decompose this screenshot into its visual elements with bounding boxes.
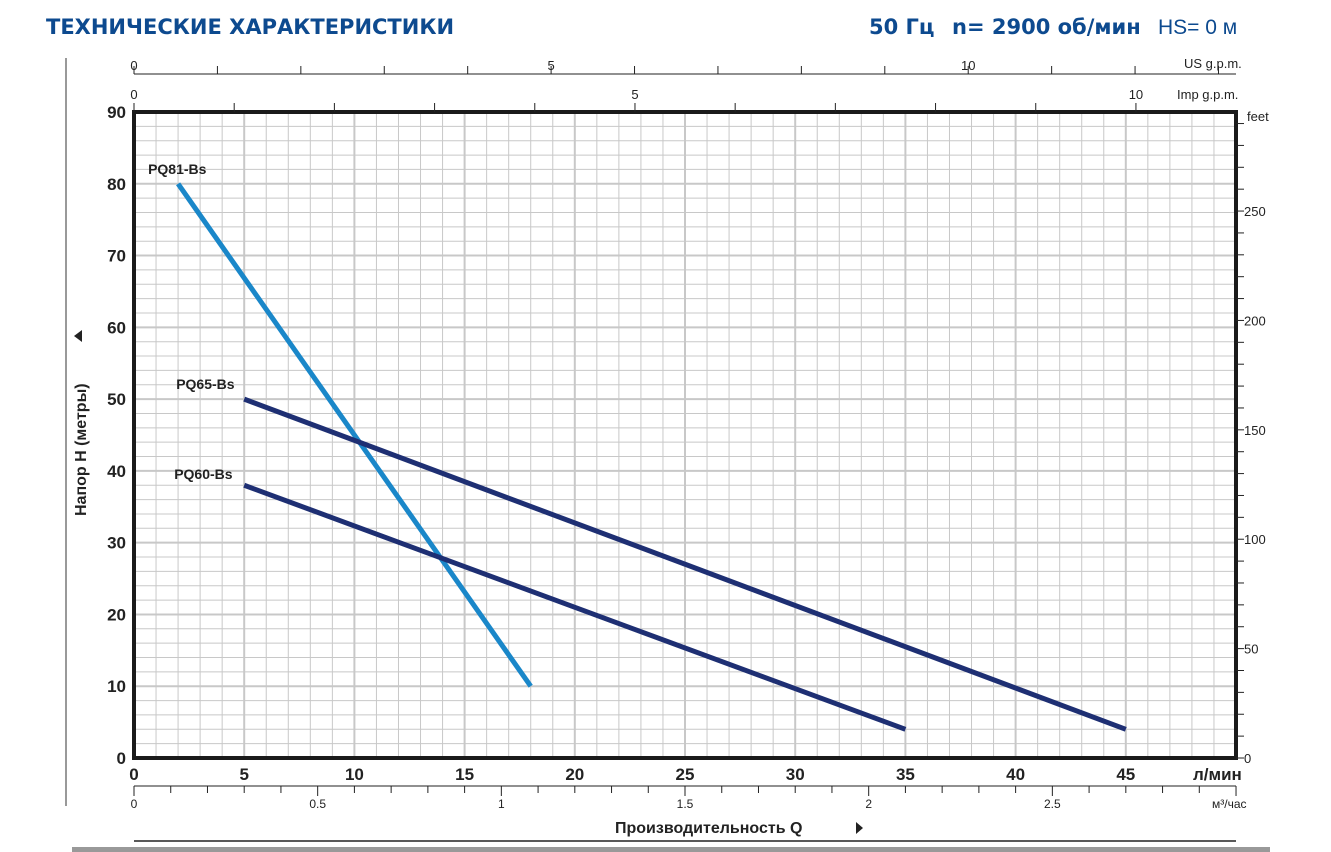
x-tick-label: 20 (565, 765, 584, 784)
x-tick-label: 30 (786, 765, 805, 784)
y-tick-label: 10 (107, 677, 126, 696)
arrow-right-icon (856, 822, 863, 834)
y-axis-title: Напор H (метры) (73, 383, 90, 516)
m3h-tick-label: 1 (498, 797, 505, 811)
feet-tick-label: 200 (1244, 313, 1266, 328)
y-tick-label: 80 (107, 175, 126, 194)
footer-bar (72, 847, 1270, 852)
plot-frame (132, 110, 1238, 760)
x-tick-label: 40 (1006, 765, 1025, 784)
x-tick-label: 35 (896, 765, 915, 784)
m3h-tick-label: 1.5 (677, 797, 694, 811)
y-tick-label: 0 (117, 749, 126, 768)
series-label: PQ65-Bs (176, 376, 235, 392)
x-tick-label: 25 (676, 765, 695, 784)
x-axis-title: Производительность Q (615, 820, 802, 837)
speed: n= 2900 об/мин (952, 15, 1141, 39)
x-tick-label: 10 (345, 765, 364, 784)
series-line-pq81-bs (176, 182, 533, 688)
series-lines: PQ81-Bs PQ65-Bs PQ60-Bs (148, 161, 1127, 732)
x-tick-label: 45 (1116, 765, 1135, 784)
y-tick-label: 50 (107, 390, 126, 409)
m3h-tick-label: 2 (865, 797, 872, 811)
us-gpm-tick-label: 10 (961, 58, 975, 73)
m3h-label: м³/час (1212, 797, 1247, 811)
m3h-tick-label: 0 (131, 797, 138, 811)
series-label: PQ81-Bs (148, 161, 207, 177)
y-tick-label: 30 (107, 534, 126, 553)
arrow-up-icon (74, 330, 82, 342)
x-tick-label: 0 (129, 765, 138, 784)
x-unit-label: л/мин (1193, 765, 1242, 784)
feet-tick-label: 150 (1244, 423, 1266, 438)
y-tick-label: 40 (107, 462, 126, 481)
feet-tick-label: 250 (1244, 204, 1266, 219)
y-tick-label: 90 (107, 103, 126, 122)
x-tick-label: 15 (455, 765, 474, 784)
feet-tick-label: 50 (1244, 642, 1258, 657)
y-tick-label: 70 (107, 247, 126, 266)
imp-gpm-label: Imp g.p.m. (1177, 87, 1238, 102)
y-tick-label: 20 (107, 605, 126, 624)
imp-gpm-tick-label: 5 (631, 87, 638, 102)
series-line-pq65-bs (243, 396, 1127, 732)
feet-tick-label: 0 (1244, 751, 1251, 766)
us-gpm-label: US g.p.m. (1184, 56, 1242, 71)
page-title: ТЕХНИЧЕСКИЕ ХАРАКТЕРИСТИКИ (46, 15, 454, 39)
series-label: PQ60-Bs (174, 466, 233, 482)
x-tick-label: 5 (239, 765, 248, 784)
us-gpm-tick-label: 0 (130, 58, 137, 73)
grid (133, 111, 1237, 759)
m3h-tick-label: 0.5 (309, 797, 326, 811)
us-gpm-tick-label: 5 (547, 58, 554, 73)
hs-value: HS= 0 м (1158, 16, 1237, 39)
feet-tick-label: 100 (1244, 532, 1266, 547)
frequency: 50 Гц (869, 15, 934, 39)
imp-gpm-tick-label: 10 (1129, 87, 1143, 102)
m3h-tick-label: 2.5 (1044, 797, 1061, 811)
feet-label: feet (1247, 109, 1269, 124)
series-line-pq60-bs (243, 482, 907, 732)
y-tick-label: 60 (107, 318, 126, 337)
imp-gpm-tick-label: 0 (130, 87, 137, 102)
